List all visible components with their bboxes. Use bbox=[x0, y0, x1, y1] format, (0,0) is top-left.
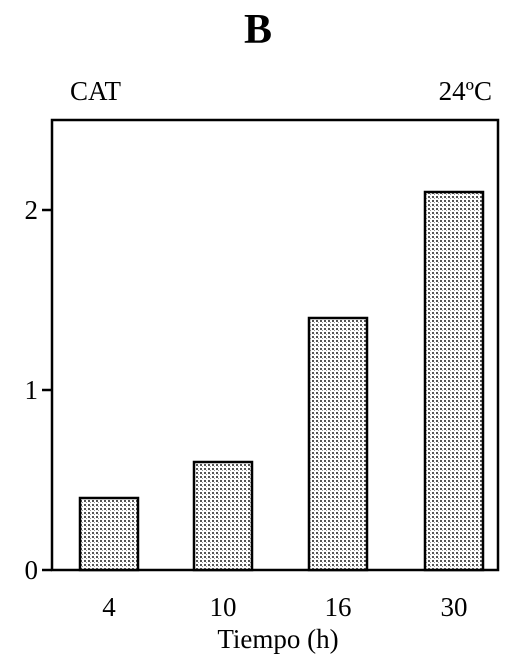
y-tick-label: 1 bbox=[25, 375, 39, 405]
bar-16 bbox=[307, 316, 369, 572]
x-axis-label: Tiempo (h) bbox=[217, 624, 338, 654]
bar-30 bbox=[423, 190, 485, 572]
y-tick-label: 2 bbox=[25, 195, 39, 225]
x-tick-label: 10 bbox=[210, 592, 237, 622]
y-tick-label: 0 bbox=[25, 555, 39, 585]
enzyme-label: CAT bbox=[70, 76, 122, 106]
temperature-label: 24ºC bbox=[438, 76, 492, 106]
x-tick-label: 16 bbox=[325, 592, 352, 622]
bar-4 bbox=[78, 496, 140, 572]
x-tick-label: 30 bbox=[441, 592, 468, 622]
x-tick-label: 4 bbox=[102, 592, 116, 622]
bar-10 bbox=[192, 460, 254, 572]
plot-frame bbox=[50, 118, 500, 572]
panel-letter: B bbox=[243, 7, 272, 53]
